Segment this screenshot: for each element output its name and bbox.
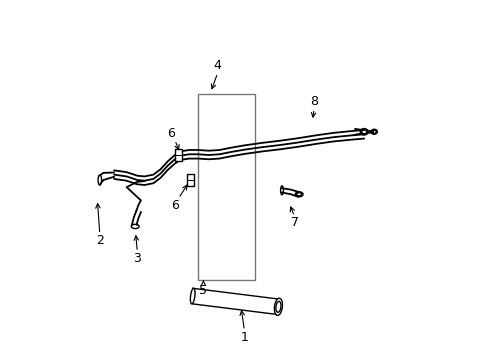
Text: 4: 4 — [213, 59, 221, 72]
Bar — [175, 149, 182, 161]
Ellipse shape — [274, 298, 282, 315]
Text: 5: 5 — [199, 284, 207, 297]
Ellipse shape — [371, 130, 376, 134]
Ellipse shape — [296, 193, 301, 196]
Text: 6: 6 — [170, 198, 179, 212]
Text: 3: 3 — [133, 252, 141, 265]
Text: 8: 8 — [309, 95, 318, 108]
Ellipse shape — [98, 175, 102, 185]
Ellipse shape — [190, 288, 195, 304]
Ellipse shape — [370, 129, 377, 134]
Text: 1: 1 — [240, 331, 248, 344]
Text: 6: 6 — [167, 127, 175, 140]
Ellipse shape — [280, 186, 283, 195]
Ellipse shape — [361, 130, 366, 134]
Bar — [187, 174, 194, 186]
Bar — [198, 94, 255, 280]
Text: 7: 7 — [290, 216, 298, 229]
Ellipse shape — [131, 224, 139, 229]
Ellipse shape — [295, 192, 303, 197]
Text: 2: 2 — [96, 234, 103, 247]
Ellipse shape — [275, 301, 281, 312]
Ellipse shape — [360, 129, 367, 135]
